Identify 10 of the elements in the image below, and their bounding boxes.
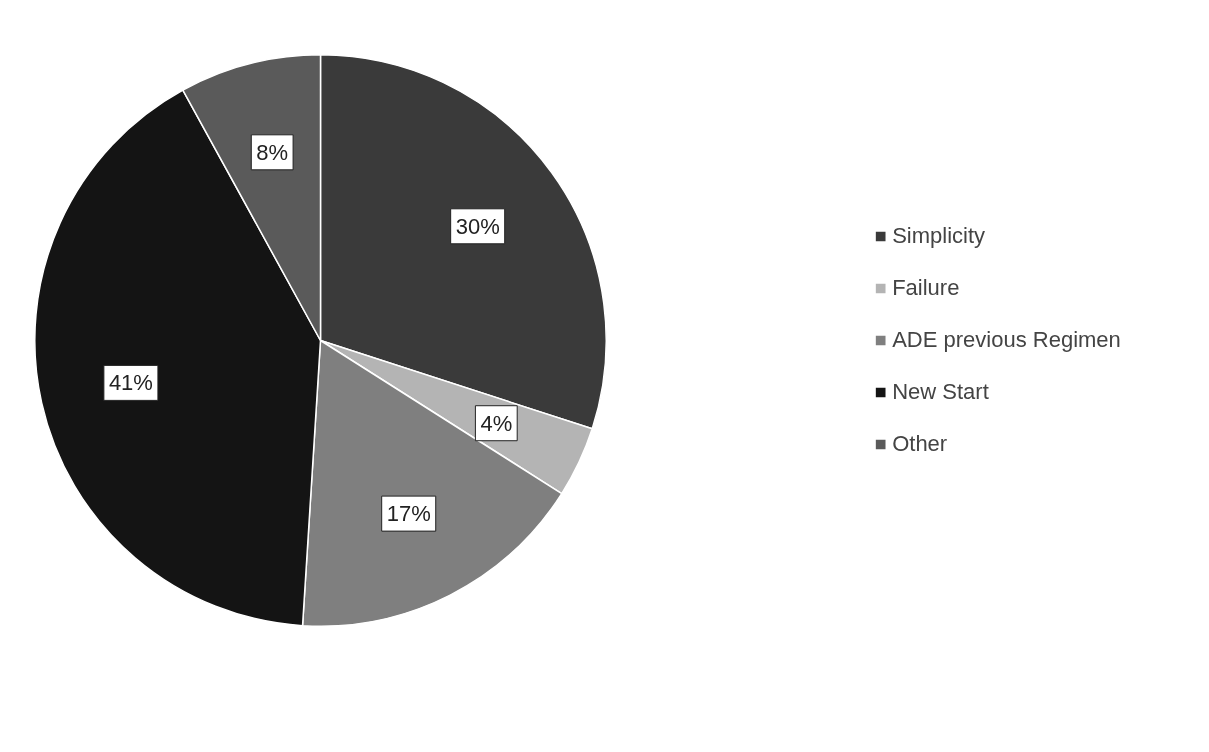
legend-label: Failure	[892, 275, 960, 301]
data-label: 4%	[480, 410, 513, 436]
data-label: 41%	[108, 370, 153, 396]
data-label: 17%	[386, 501, 431, 527]
legend-label: Other	[892, 431, 948, 457]
data-label: 8%	[256, 139, 289, 165]
legend-label: New Start	[892, 379, 989, 405]
data-label: 30%	[455, 213, 500, 239]
legend-label: ADE previous Regimen	[892, 327, 1121, 353]
legend-label: Simplicity	[892, 223, 986, 249]
